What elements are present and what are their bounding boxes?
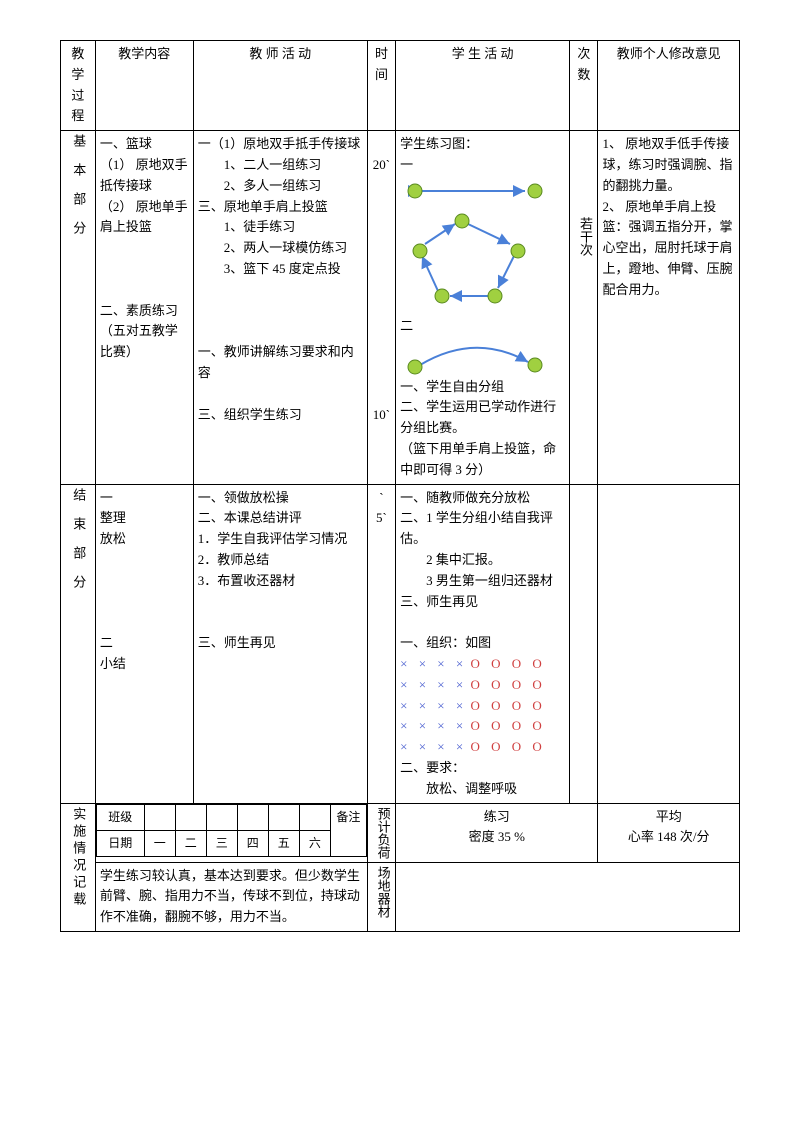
diagram-line-icon <box>400 176 550 206</box>
heart-rate: 平均 心率 148 次/分 <box>598 803 740 862</box>
h-content: 教学内容 <box>95 41 193 131</box>
field-content <box>396 862 740 931</box>
end-content: 一 整理 放松 二 小结 <box>95 484 193 803</box>
h-times: 次数 <box>570 41 598 131</box>
basic-times: 若干次 <box>570 131 598 484</box>
class-1 <box>144 804 175 830</box>
class-3 <box>206 804 237 830</box>
basic-opinion: 1、 原地双手低手传接球，练习时强调腕、指的翻挑力量。 2、 原地单手肩上投篮：… <box>598 131 740 484</box>
class-4 <box>237 804 268 830</box>
impl-note: 学生练习较认真，基本达到要求。但少数学生前臂、腕、指用力不当，传球不到位，持球动… <box>95 862 367 931</box>
date-label: 日期 <box>96 830 144 856</box>
day-4: 四 <box>237 830 268 856</box>
end-times <box>570 484 598 803</box>
class-label: 班级 <box>96 804 144 830</box>
h-proc: 教学过程 <box>61 41 96 131</box>
end-student: 一、随教师做充分放松 二、1 学生分组小结自我评估。 2 集中汇报。 3 男生第… <box>396 484 570 803</box>
field-label: 场地器材 <box>367 862 395 931</box>
basic-section: 基本部分 <box>61 131 96 484</box>
h-student: 学 生 活 动 <box>396 41 570 131</box>
end-teacher: 一、领做放松操 二、本课总结讲评 1．学生自我评估学习情况 2．教师总结 3．布… <box>193 484 367 803</box>
day-3: 三 <box>206 830 237 856</box>
load-label: 预计负荷 <box>367 803 395 862</box>
h-opinion: 教师个人修改意见 <box>598 41 740 131</box>
basic-teacher: 一（1）原地双手抵手传接球 1、二人一组练习 2、多人一组练习 三、原地单手肩上… <box>193 131 367 484</box>
class-2 <box>175 804 206 830</box>
end-section: 结束部分 <box>61 484 96 803</box>
class-5 <box>268 804 299 830</box>
diagram-curve-icon <box>400 337 550 377</box>
class-6 <box>299 804 330 830</box>
end-time: ` 5` <box>367 484 395 803</box>
h-time: 时间 <box>367 41 395 131</box>
day-1: 一 <box>144 830 175 856</box>
impl-schedule: 班级 备注 日期 一 二 三 四 五 六 <box>95 803 367 862</box>
remark-label: 备注 <box>330 804 366 856</box>
diagram-pentagon-icon <box>400 206 550 316</box>
end-opinion <box>598 484 740 803</box>
density: 练习 密度 35 % <box>396 803 598 862</box>
day-2: 二 <box>175 830 206 856</box>
day-6: 六 <box>299 830 330 856</box>
basic-student: 学生练习图： 一 二 <box>396 131 570 484</box>
h-teacher: 教 师 活 动 <box>193 41 367 131</box>
basic-content: 一、篮球 （1） 原地双手抵传接球 （2） 原地单手肩上投篮 二、素质练习 （五… <box>95 131 193 484</box>
impl-section: 实施情况记载 <box>61 803 96 931</box>
basic-time: 20` 10` <box>367 131 395 484</box>
day-5: 五 <box>268 830 299 856</box>
